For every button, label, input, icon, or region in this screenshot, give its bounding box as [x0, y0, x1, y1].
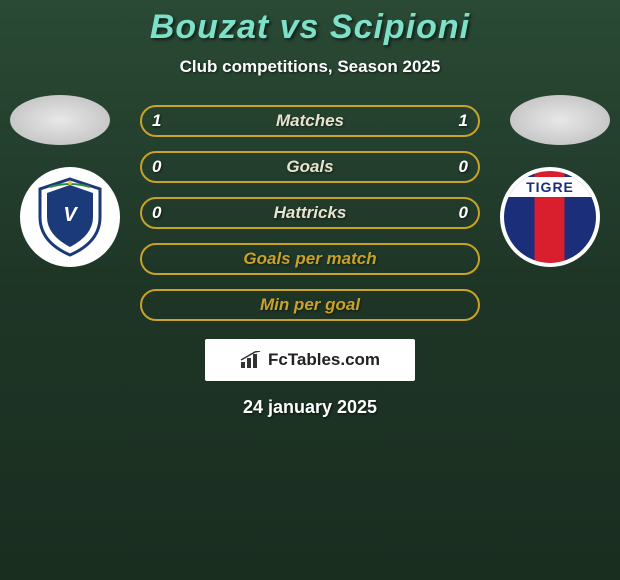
- shield-icon: V: [35, 177, 105, 257]
- stat-value-left: 0: [152, 157, 161, 177]
- stat-label: Matches: [276, 111, 344, 131]
- stat-label: Goals: [286, 157, 333, 177]
- stat-value-right: 1: [459, 111, 468, 131]
- stat-row-hattricks: 0 Hattricks 0: [140, 197, 480, 229]
- branding-badge: FcTables.com: [205, 339, 415, 381]
- svg-text:V: V: [63, 204, 78, 226]
- stat-value-right: 0: [459, 203, 468, 223]
- club-badge-left: V: [20, 167, 120, 267]
- stat-row-min-per-goal: Min per goal: [140, 289, 480, 321]
- stat-value-left: 0: [152, 203, 161, 223]
- player-portrait-right: [510, 95, 610, 145]
- stat-label: Min per goal: [260, 295, 360, 315]
- stat-rows: 1 Matches 1 0 Goals 0 0 Hattricks 0 Goal…: [140, 105, 480, 321]
- stat-row-goals-per-match: Goals per match: [140, 243, 480, 275]
- subtitle: Club competitions, Season 2025: [180, 57, 441, 77]
- player-portrait-left: [10, 95, 110, 145]
- stat-label: Hattricks: [274, 203, 347, 223]
- page-title: Bouzat vs Scipioni: [150, 8, 470, 47]
- club-badge-right-label: TIGRE: [504, 177, 596, 197]
- branding-text: FcTables.com: [268, 350, 380, 370]
- bar-chart-icon: [240, 351, 262, 369]
- stat-row-matches: 1 Matches 1: [140, 105, 480, 137]
- stat-label: Goals per match: [243, 249, 376, 269]
- comparison-card: Bouzat vs Scipioni Club competitions, Se…: [0, 0, 620, 418]
- stat-row-goals: 0 Goals 0: [140, 151, 480, 183]
- stat-value-right: 0: [459, 157, 468, 177]
- club-badge-right: TIGRE: [500, 167, 600, 267]
- stat-value-left: 1: [152, 111, 161, 131]
- stats-area: V TIGRE 1 Matches 1 0 Goals 0 0 Hattrick…: [0, 105, 620, 321]
- date-label: 24 january 2025: [243, 397, 377, 418]
